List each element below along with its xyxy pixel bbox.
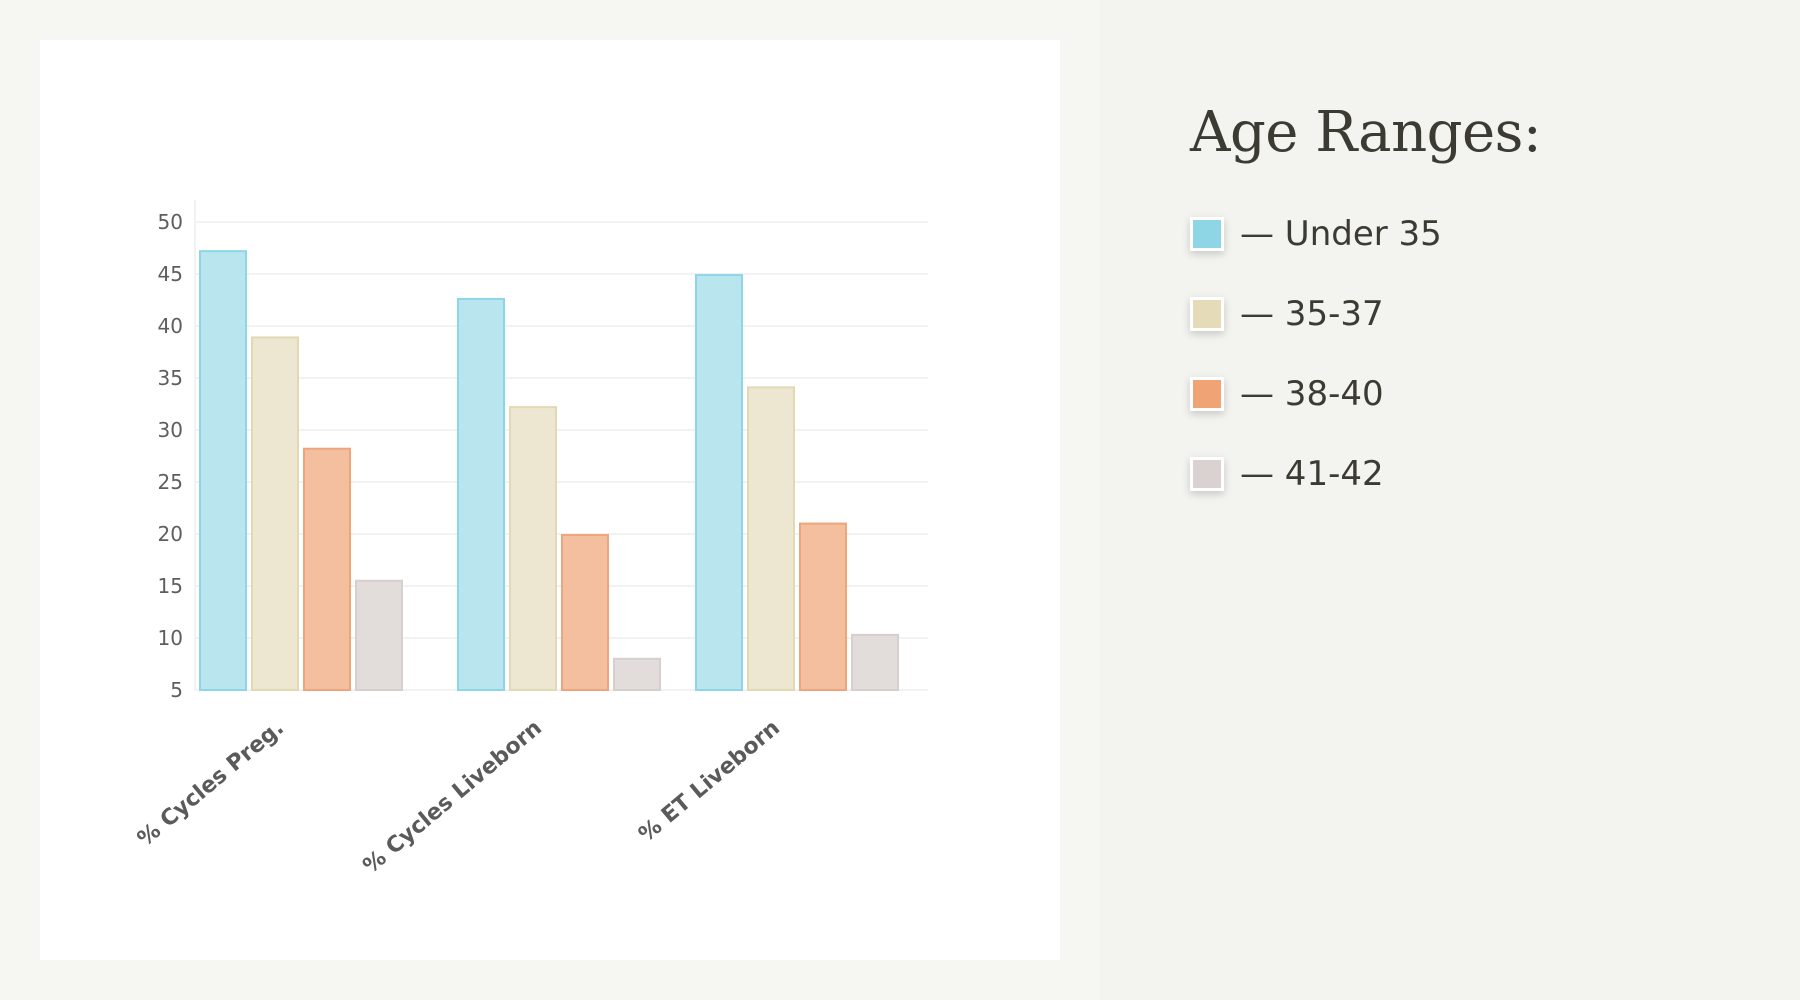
y-tick-label: 10 <box>158 626 183 650</box>
bar-2-0 <box>695 274 743 691</box>
chart-card: 5 10 15 20 25 30 35 40 45 50 % Cycles Preg. % Cycle… <box>40 40 1060 960</box>
legend-item-41-42: — 41-42 <box>1190 450 1442 498</box>
legend-title: Age Ranges: <box>1190 100 1542 165</box>
bar-2-1 <box>747 386 795 691</box>
y-tick-label: 5 <box>170 678 183 702</box>
y-tick-label: 30 <box>158 418 183 442</box>
legend-swatch-under-35 <box>1190 217 1224 251</box>
legend-label: — 41-42 <box>1240 454 1384 494</box>
bar-1-3 <box>613 657 661 691</box>
y-tick-label: 50 <box>158 210 183 234</box>
legend-label: — 38-40 <box>1240 374 1384 414</box>
y-tick-label: 45 <box>158 262 183 286</box>
bar-1-1 <box>509 406 557 691</box>
legend-swatch-41-42 <box>1190 457 1224 491</box>
legend-panel <box>1100 0 1800 1000</box>
legend-item-under-35: — Under 35 <box>1190 210 1442 258</box>
bar-0-0 <box>199 250 247 691</box>
y-tick-label: 25 <box>158 470 183 494</box>
bar-chart: 5 10 15 20 25 30 35 40 45 50 % Cycles Preg. % Cycle… <box>133 200 928 879</box>
bar-0-3 <box>355 579 403 691</box>
y-tick-label: 15 <box>158 574 183 598</box>
legend-swatch-38-40 <box>1190 377 1224 411</box>
y-tick-label: 35 <box>158 366 183 390</box>
legend-label: — 35-37 <box>1240 294 1384 334</box>
bar-0-1 <box>251 336 299 691</box>
bar-0-2 <box>303 447 351 691</box>
legend-item-35-37: — 35-37 <box>1190 290 1442 338</box>
x-category-label: % ET Liveborn <box>634 715 785 847</box>
x-category-label: % Cycles Preg. <box>133 715 289 851</box>
bar-1-0 <box>457 297 505 691</box>
x-category-label: % Cycles Liveborn <box>359 715 547 879</box>
bar-2-3 <box>851 633 899 692</box>
legend: — Under 35 — 35-37 — 38-40 — 41-42 <box>1190 210 1442 530</box>
bar-2-2 <box>799 522 847 691</box>
legend-label: — Under 35 <box>1240 214 1442 254</box>
y-tick-label: 20 <box>158 522 183 546</box>
y-tick-label: 40 <box>158 314 183 338</box>
legend-swatch-35-37 <box>1190 297 1224 331</box>
bar-1-2 <box>561 534 609 692</box>
legend-item-38-40: — 38-40 <box>1190 370 1442 418</box>
